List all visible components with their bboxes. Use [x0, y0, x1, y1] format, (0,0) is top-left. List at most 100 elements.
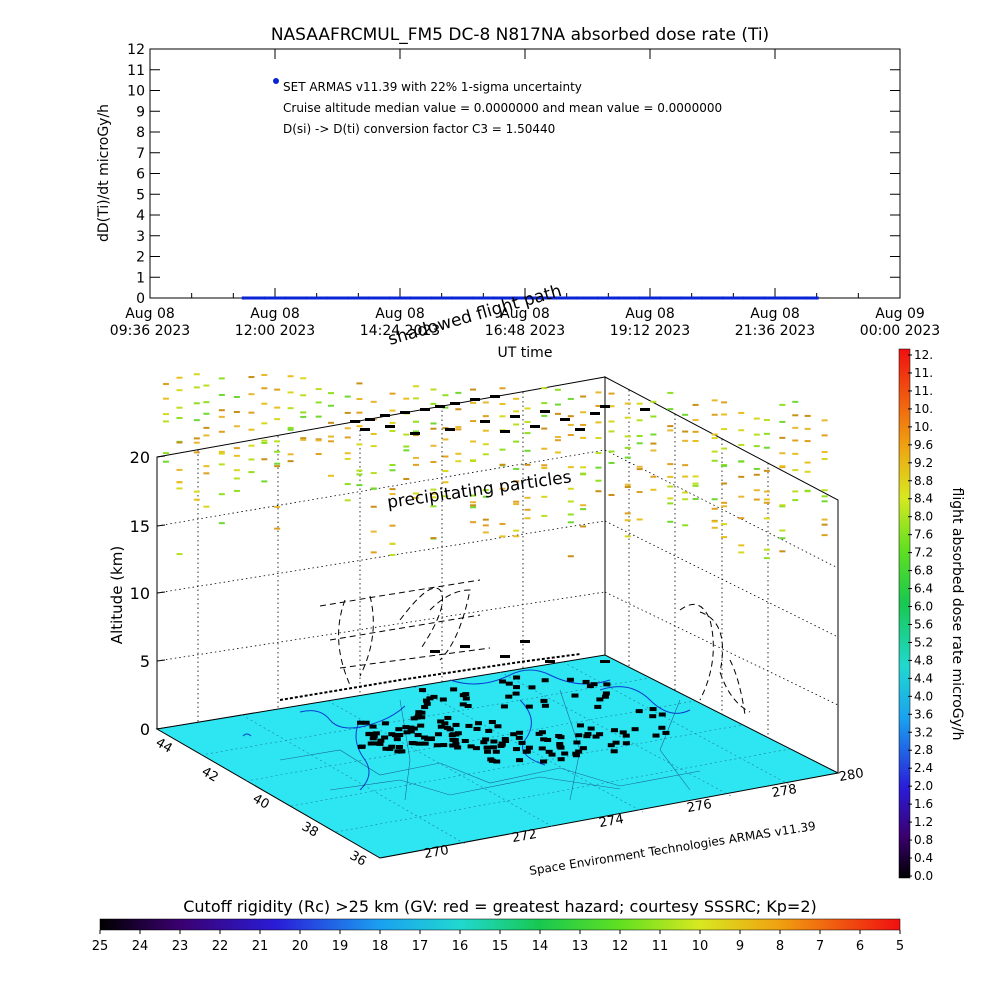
ground-track-mark [396, 749, 404, 754]
ground-track-mark [357, 720, 365, 725]
ground-track-mark [612, 740, 620, 745]
ground-track-mark [472, 746, 480, 751]
dose-colorbar-tick-label: 5.6 [914, 617, 933, 631]
ground-track-mark [480, 740, 488, 745]
ground-track-mark [513, 685, 521, 690]
rigidity-tick-label: 25 [92, 939, 109, 954]
flight-segment-mark [350, 420, 360, 423]
x-tick-label-time: 21:36 2023 [735, 323, 815, 339]
ground-track-mark [381, 735, 389, 740]
dose-colorbar-tick-label: 2.8 [914, 743, 933, 757]
dose-colorbar-gradient [898, 348, 911, 879]
ground-track-mark [393, 737, 401, 742]
rigidity-tick-label: 9 [736, 939, 744, 954]
ground-track-mark [584, 732, 592, 737]
ground-track-mark [391, 733, 399, 738]
ground-track-mark [382, 746, 390, 751]
dose-colorbar-tick-label: 3.2 [914, 725, 933, 739]
ground-track-mark [649, 714, 657, 719]
ground-track-mark [408, 740, 416, 745]
dose-colorbar-tick-label: 1.2 [914, 815, 933, 829]
dose-rate-point [450, 296, 454, 300]
y-tick-label: 7 [136, 146, 145, 162]
ground-track-mark [441, 721, 449, 726]
ground-track-mark [459, 702, 467, 707]
dose-rate-point [617, 296, 621, 300]
dose-rate-point [533, 296, 538, 300]
ground-track-mark [430, 694, 438, 699]
ground-track-mark [535, 731, 543, 736]
ground-track-mark [459, 693, 467, 698]
altitude-tick-label: 5 [140, 652, 150, 671]
latitude-tick-label: 38 [299, 819, 321, 840]
precipitating-particles-columns [162, 373, 828, 560]
ground-track-mark [489, 745, 497, 750]
ground-track-mark [473, 726, 481, 731]
rigidity-colorbar: Cutoff rigidity (Rc) >25 km (GV: red = g… [92, 897, 904, 954]
ground-track-mark [417, 723, 425, 728]
time-series-panel: NASAAFRCMUL_FM5 DC-8 N817NA absorbed dos… [96, 25, 940, 361]
y-tick-label: 10 [127, 84, 145, 100]
rigidity-tick-label: 18 [372, 939, 389, 954]
ground-track-mark [376, 741, 384, 746]
ground-track-mark [484, 749, 492, 754]
flight-segment-mark [520, 640, 530, 643]
y-tick-label: 5 [136, 187, 145, 203]
ground-track-mark [450, 687, 458, 692]
ground-track-mark [513, 675, 521, 680]
ground-track-mark [662, 730, 670, 735]
y-tick-label: 9 [136, 104, 145, 120]
ground-track-mark [575, 733, 583, 738]
ground-track-mark [483, 745, 491, 750]
ground-track-mark [582, 679, 590, 684]
rigidity-tick-label: 22 [212, 939, 229, 954]
y-tick-label: 2 [136, 250, 145, 266]
ground-track-mark [556, 744, 564, 749]
rigidity-tick-label: 14 [532, 939, 549, 954]
ground-track-mark [421, 741, 429, 746]
ground-track-mark [557, 735, 565, 740]
y-tick-label: 12 [127, 42, 145, 58]
ground-track-mark [512, 691, 520, 696]
longitude-tick-label: 278 [771, 782, 798, 801]
ground-track-mark [414, 733, 422, 738]
ground-track-mark [410, 716, 418, 721]
ground-track-mark [566, 677, 574, 682]
ground-track-mark [381, 721, 389, 726]
ground-track-mark [505, 681, 513, 686]
dose-rate-point [762, 296, 767, 300]
ground-track-mark [395, 727, 403, 732]
ground-track-mark [557, 757, 565, 762]
flight-segment-mark [410, 432, 420, 435]
flight-segment-mark [600, 405, 610, 408]
longitude-tick-label: 270 [423, 843, 450, 862]
ground-track-mark [610, 728, 618, 733]
ground-track-mark [594, 704, 602, 709]
flight-segment-mark [500, 430, 510, 433]
ground-track-mark [592, 734, 600, 739]
ground-track-mark [424, 736, 432, 741]
ground-track-mark [572, 751, 580, 756]
ground-track-mark [607, 743, 615, 748]
ground-track-mark [579, 746, 587, 751]
flight-segment-mark [360, 428, 370, 431]
dose-colorbar-tick-label: 0.4 [914, 851, 933, 865]
ground-track-mark [386, 746, 394, 751]
flight-segment-mark [470, 398, 480, 401]
flight-segment-mark [400, 411, 410, 414]
ground-track-mark [622, 733, 630, 738]
ground-track-mark [573, 740, 581, 745]
ground-track-mark [370, 734, 378, 739]
map-borders [279, 689, 701, 801]
x-tick-label-time: 09:36 2023 [110, 323, 190, 339]
flight-segment-mark [380, 414, 390, 417]
longitude-tick-label: 280 [838, 766, 865, 785]
dose-colorbar-tick-label: 8.0 [914, 510, 933, 524]
dose-colorbar-ticks: 0.0 0.4 0.8 1.2 1.6 2.0 2.4 2.8 3.2 3.6 4.0 4.4 4.8 5… [908, 348, 933, 883]
ground-track-mark [525, 704, 533, 709]
ground-track-mark [465, 723, 473, 728]
flight-segment-mark [500, 655, 510, 658]
annotation-line-2: Cruise altitude median value = 0.0000000… [283, 101, 722, 115]
x-tick-label-date: Aug 08 [750, 306, 800, 322]
